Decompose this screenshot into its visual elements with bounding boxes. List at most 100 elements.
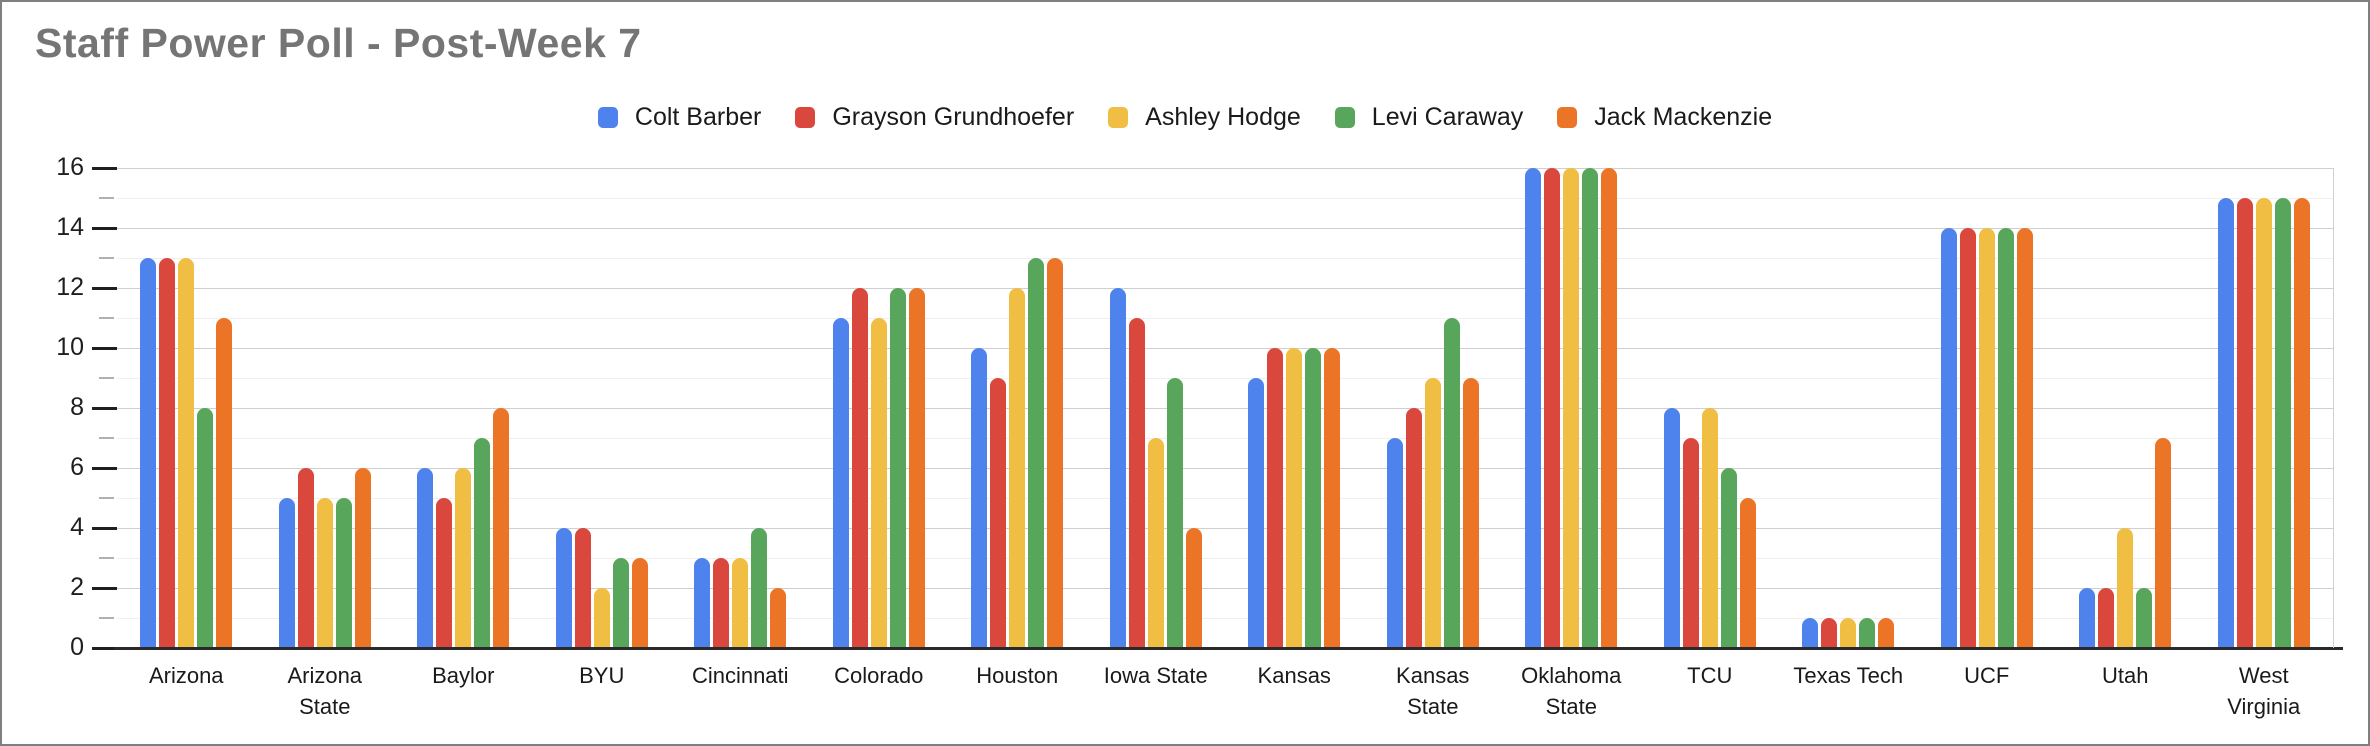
y-axis-tick-major (92, 586, 117, 590)
x-axis-baseline (114, 647, 2343, 650)
y-axis-tick-minor (99, 557, 114, 559)
y-axis-tick-minor (99, 317, 114, 319)
gridline-minor (117, 197, 2333, 199)
x-axis-label: Colorado (834, 663, 924, 688)
gridline-minor (117, 557, 2333, 559)
legend-swatch (1334, 106, 1355, 128)
bar (1324, 348, 1341, 648)
legend-item[interactable]: Ashley Hodge (1108, 103, 1301, 132)
bar (335, 498, 352, 648)
bar (1185, 528, 1202, 648)
bar (908, 288, 925, 648)
y-axis-tick-minor (99, 257, 114, 259)
gridline-minor (117, 317, 2333, 319)
bar (1462, 378, 1479, 648)
bar (1109, 288, 1126, 648)
legend-item[interactable]: Jack Mackenzie (1557, 103, 1772, 132)
gridline-minor (117, 617, 2333, 619)
bar (1720, 468, 1737, 648)
x-axis-label: Arizona State (287, 663, 363, 719)
bar (971, 348, 988, 648)
bar (1166, 378, 1183, 648)
bar (1601, 168, 1618, 648)
y-axis-tick-major (92, 406, 117, 410)
legend-item[interactable]: Colt Barber (597, 103, 761, 132)
bar (2098, 588, 2115, 648)
bar (278, 498, 295, 648)
x-axis-label: Iowa State (1103, 663, 1208, 688)
x-axis-label: West Virginia (2227, 663, 2301, 719)
x-axis-label: BYU (579, 663, 625, 688)
bar (770, 588, 787, 648)
bar (354, 468, 371, 648)
bar (2255, 198, 2272, 648)
bar (140, 258, 157, 648)
legend-swatch (597, 106, 618, 128)
gridline-minor (117, 377, 2333, 379)
gridline-major (117, 167, 2333, 169)
x-axis-label: Oklahoma State (1521, 663, 1622, 719)
legend: Colt Barber Grayson Grundhoefer Ashley Hod… (2, 100, 2368, 134)
y-axis-tick-minor (99, 377, 114, 379)
gridline-major (117, 347, 2333, 349)
y-axis-label: 10 (56, 333, 84, 361)
legend-item[interactable]: Grayson Grundhoefer (795, 103, 1074, 132)
bar (2274, 198, 2291, 648)
bar (2136, 588, 2153, 648)
x-axis-label: Houston (976, 663, 1059, 688)
y-axis-label: 6 (70, 453, 84, 481)
y-axis-tick-major (92, 166, 117, 170)
y-axis-tick-major (92, 646, 117, 650)
bar (1997, 228, 2014, 648)
legend-item[interactable]: Levi Caraway (1334, 103, 1523, 132)
y-axis-tick-minor (99, 497, 114, 499)
bar (1128, 318, 1145, 648)
bar (1305, 348, 1322, 648)
legend-label: Ashley Hodge (1145, 102, 1301, 131)
bar (1286, 348, 1303, 648)
bar (1009, 288, 1026, 648)
bar (455, 468, 472, 648)
bar (713, 558, 730, 648)
legend-swatch (1557, 106, 1578, 128)
legend-swatch (1108, 106, 1129, 128)
x-axis-label: Cincinnati (691, 663, 789, 688)
bar (1563, 168, 1580, 648)
gridline-major (117, 227, 2333, 229)
legend-swatch (795, 106, 816, 128)
x-axis-label: Baylor (432, 663, 495, 688)
bar (1386, 438, 1403, 648)
gridline-major (117, 407, 2333, 409)
bar (732, 558, 749, 648)
bar (694, 558, 711, 648)
bar (574, 528, 591, 648)
bar (2016, 228, 2033, 648)
bar (889, 288, 906, 648)
bar (1544, 168, 1561, 648)
x-axis-label: Texas Tech (1793, 663, 1904, 688)
y-axis-tick-minor (99, 617, 114, 619)
bar (436, 498, 453, 648)
y-axis-tick-major (92, 226, 117, 230)
bar (316, 498, 333, 648)
legend-label: Grayson Grundhoefer (832, 102, 1075, 131)
bar (1739, 498, 1756, 648)
bar (2217, 198, 2234, 648)
legend-label: Jack Mackenzie (1594, 102, 1773, 131)
gridline-minor (117, 497, 2333, 499)
bar (1978, 228, 1995, 648)
bar (474, 438, 491, 648)
bar (197, 408, 214, 648)
y-axis-label: 0 (70, 633, 84, 661)
y-axis-tick-major (92, 526, 117, 530)
bar (178, 258, 195, 648)
bar (990, 378, 1007, 648)
bar (1821, 618, 1838, 648)
x-axis-label: TCU (1687, 663, 1733, 688)
bar (1028, 258, 1045, 648)
x-axis-label: Kansas (1257, 663, 1331, 688)
bar (1405, 408, 1422, 648)
y-axis-tick-minor (99, 437, 114, 439)
bar (1582, 168, 1599, 648)
